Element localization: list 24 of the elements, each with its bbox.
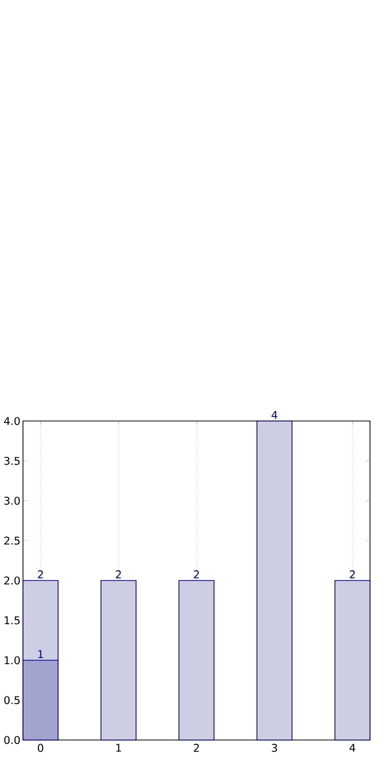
y-tick-label: 1.5 (4, 616, 20, 624)
y-tick-label: 3.5 (4, 456, 20, 465)
y-tick-label: 3.0 (4, 496, 20, 505)
x-tick-label: 3 (272, 744, 278, 752)
y-tick-label: 2.5 (4, 536, 20, 545)
data-label: 2 (194, 570, 199, 578)
data-label: 2 (116, 570, 121, 578)
x-tick-label: 0 (38, 744, 44, 752)
x-tick-label: 4 (350, 744, 356, 752)
bar (178, 580, 214, 740)
bar (334, 580, 370, 740)
data-label: 4 (272, 410, 278, 419)
y-tick-label: 0.5 (4, 696, 20, 704)
y-tick-label: 1.0 (4, 656, 20, 664)
y-tick-label: 4.0 (4, 416, 20, 426)
data-label: 2 (350, 570, 355, 578)
data-label: 1 (38, 650, 43, 658)
x-tick-label: 1 (116, 744, 121, 752)
data-label: 2 (38, 570, 43, 578)
bar (256, 420, 292, 740)
y-tick-label: 2.0 (4, 576, 20, 585)
y-tick-label: 0.0 (4, 736, 20, 744)
bar (100, 580, 136, 740)
x-tick-label: 2 (194, 744, 199, 752)
